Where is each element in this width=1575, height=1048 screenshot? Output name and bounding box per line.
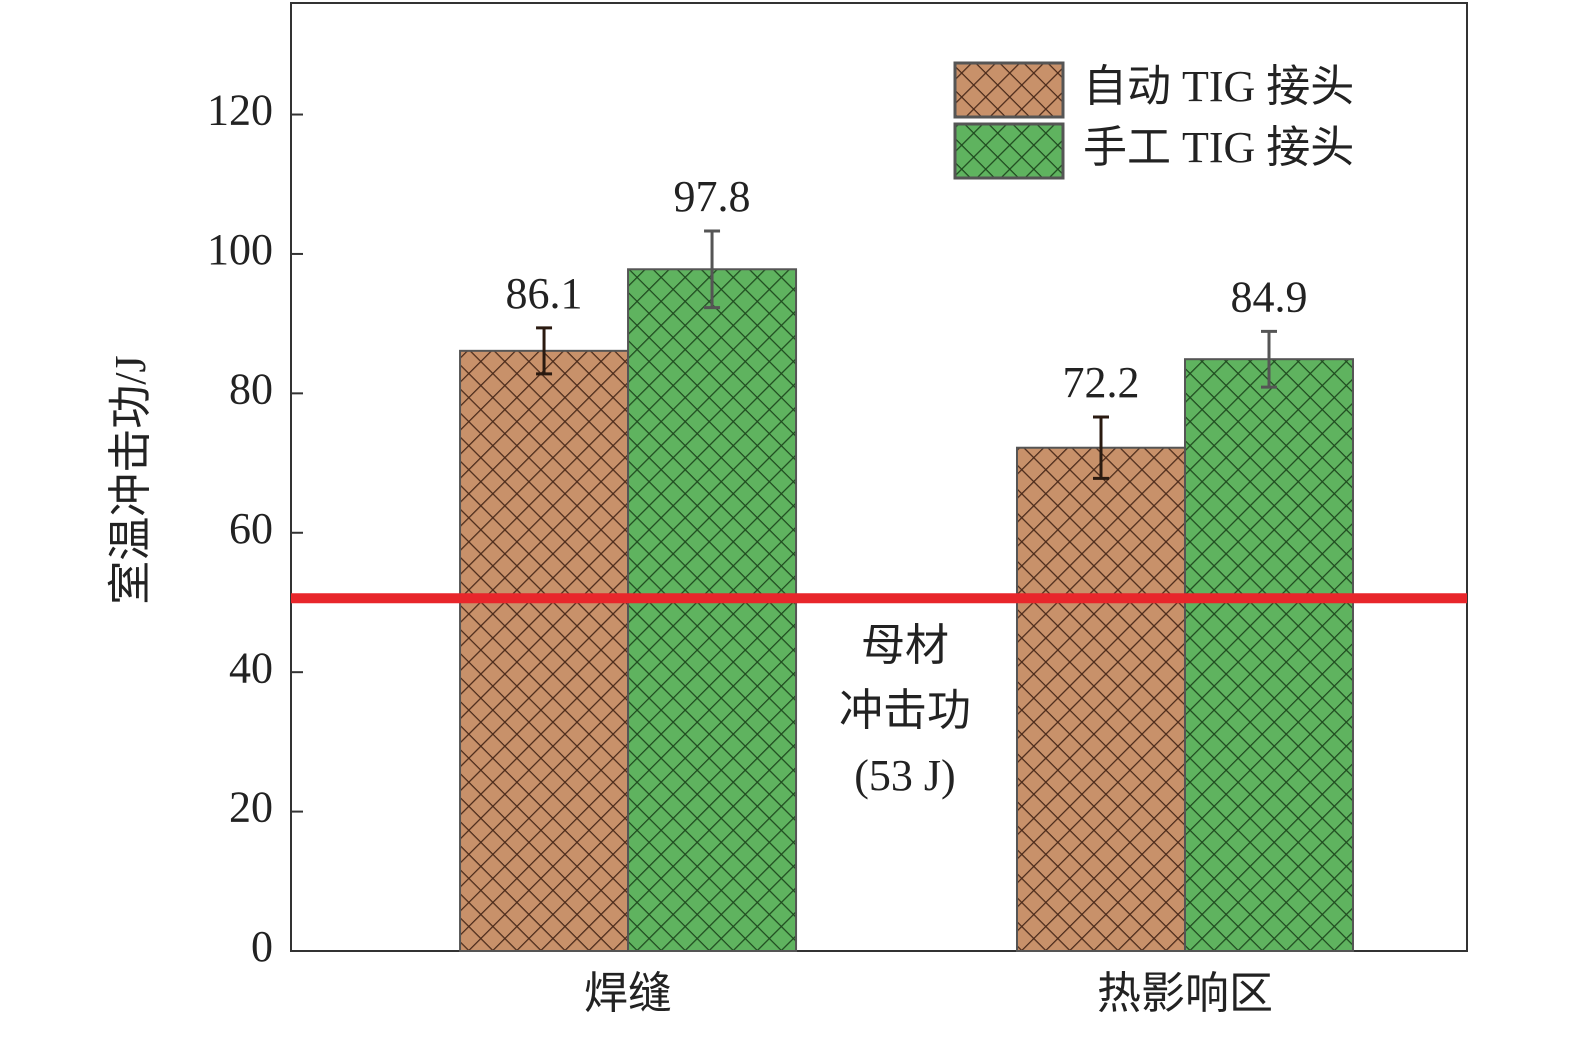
legend-swatch <box>953 122 1065 180</box>
reference-label: 冲击功 <box>839 686 971 735</box>
value-label: 97.8 <box>674 172 751 221</box>
y-tick-label: 0 <box>251 922 273 971</box>
plot-frame <box>290 2 1468 952</box>
reference-label: 母材 <box>861 621 949 670</box>
value-label: 86.1 <box>506 269 583 318</box>
y-axis-label: 室温冲击功/J <box>106 355 155 604</box>
value-label: 72.2 <box>1062 358 1139 407</box>
y-tick-label: 20 <box>229 783 273 832</box>
y-tick-label: 40 <box>229 643 273 692</box>
x-tick-label: 焊缝 <box>584 969 672 1018</box>
error-bar <box>704 229 721 310</box>
y-tick-label: 60 <box>229 504 273 553</box>
y-tick-label: 120 <box>207 86 273 135</box>
legend-label: 自动 TIG 接头 <box>1083 62 1354 111</box>
x-tick-label: 热影响区 <box>1097 969 1273 1018</box>
legend-swatch <box>953 61 1065 119</box>
error-bar <box>1260 329 1277 389</box>
error-bar <box>536 326 553 376</box>
error-bar <box>1092 415 1109 480</box>
bar <box>459 349 630 953</box>
y-tick-label: 80 <box>229 364 273 413</box>
bar <box>1183 358 1354 952</box>
value-label: 84.9 <box>1230 272 1307 321</box>
bar <box>1015 446 1186 952</box>
legend-label: 手工 TIG 接头 <box>1083 123 1354 172</box>
bar <box>627 268 798 952</box>
reference-label: (53 J) <box>854 751 955 800</box>
y-tick-label: 100 <box>207 225 273 274</box>
